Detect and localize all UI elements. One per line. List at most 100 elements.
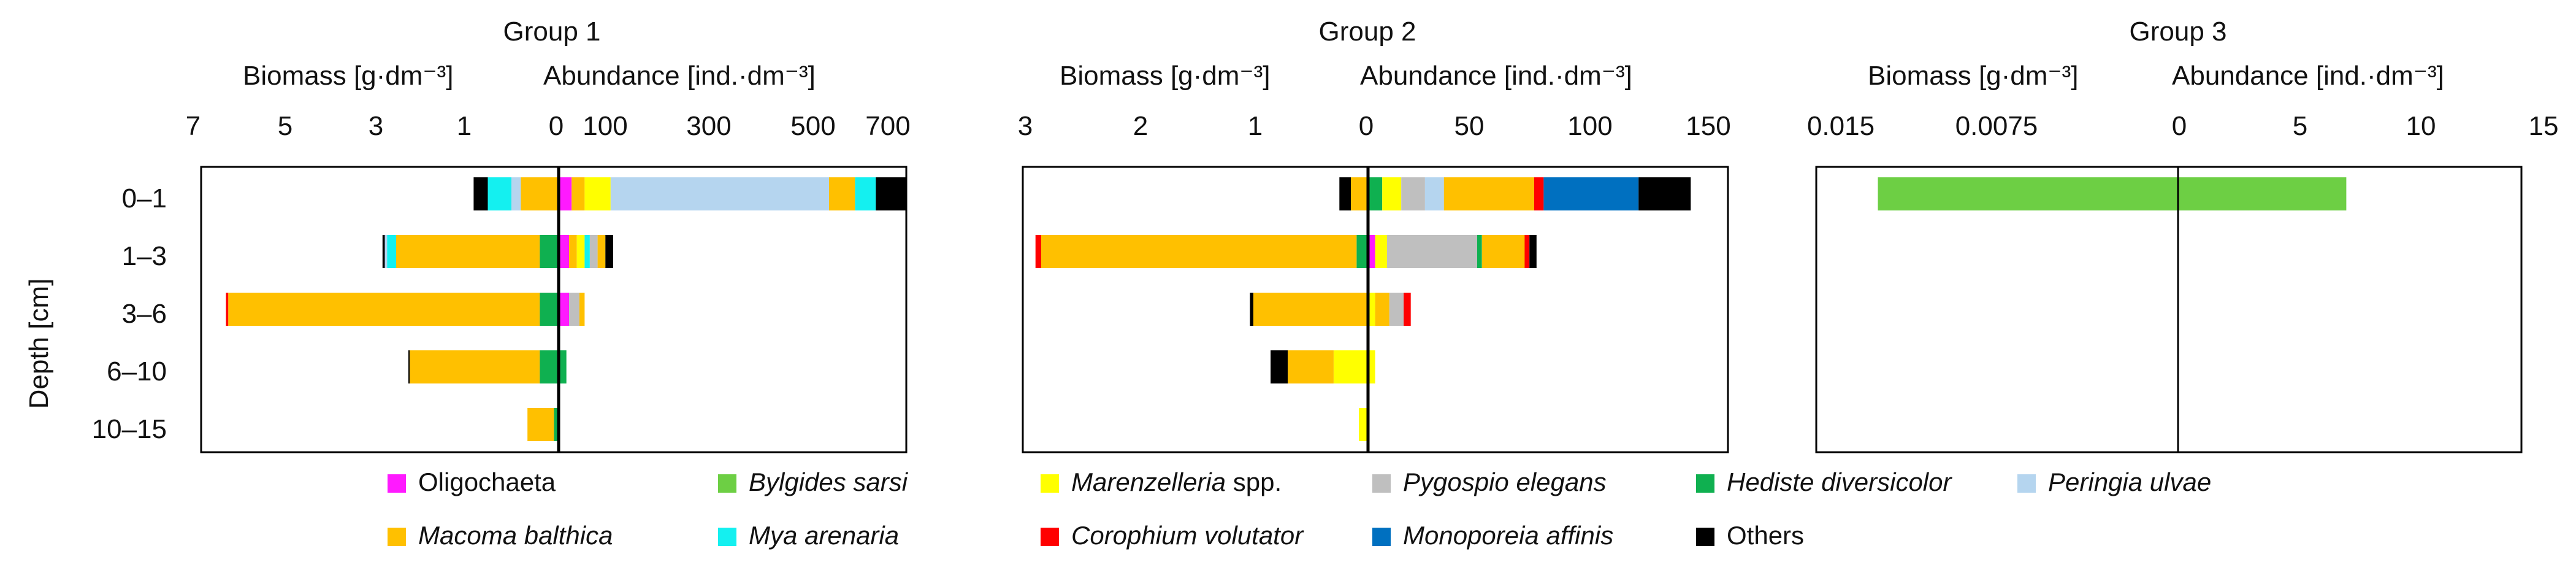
legend-item-monoporeia-affinis: Monoporeia affinis (1372, 521, 1613, 550)
abundance-axis-label: Abundance [ind.·dm⁻³] (1360, 61, 1632, 91)
legend-item-hediste-diversicolor: Hediste diversicolor (1696, 468, 1952, 496)
abundance-bar-segment-per: 0–1 Peringia ulvae 420 (610, 177, 829, 210)
abundance-bar-segment-olig: 3–6 Oligochaeta 20 (559, 293, 569, 326)
legend-swatch (718, 474, 736, 493)
abundance-bar-segment-pyg: 0–1 Pygospio elegans 10 (1401, 177, 1425, 210)
biomass-tick: 0 (2172, 111, 2187, 141)
abundance-bar-segment-mac: 1–3 Macoma balthica 18 (1481, 235, 1525, 268)
depth-tick: 3–6 (122, 299, 167, 329)
abundance-bar-segment-olig: 1–3 Oligochaeta 3 (1368, 235, 1375, 268)
abundance-bar-segment-mar: 3–6 Marenzelleria 3 (1368, 293, 1375, 326)
biomass-bar-segment-per: 0–1 Peringia ulvae 0.1 (511, 177, 521, 210)
biomass-bar-segment-mac: 1–3 Macoma balthica 2.75 (1041, 235, 1357, 268)
abundance-bar-segment-oth: 0–1 Others 60 (876, 177, 908, 210)
depth-tick: 1–3 (122, 241, 167, 271)
abundance-tick: 500 (790, 111, 835, 141)
biomass-bar-segment-mac: 1–3 Macoma balthica 2.3 (396, 235, 540, 268)
biomass-tick: 5 (278, 111, 292, 141)
legend-swatch (1696, 474, 1714, 493)
legend-label: Bylgides sarsi (749, 468, 909, 496)
abundance-bar-segment-hed: 6–10 Hediste diversicolor 15 (559, 350, 567, 383)
biomass-tick: 0 (1359, 111, 1374, 141)
abundance-axis-label: Abundance [ind.·dm⁻³] (2172, 61, 2444, 91)
biomass-bar-segment-mya: 0–1 Mya arenaria 0.25 (487, 177, 511, 210)
biomass-bar-segment-hed: 10–15 Hediste diversicolor 0.05 (554, 408, 559, 441)
legend-item-marenzelleria: Marenzelleria spp. (1041, 468, 1282, 496)
biomass-bar-segment-oth: 0–1 Others 0.15 (473, 177, 488, 210)
abundance-bar-segment-mac: 1–3 Macoma balthica 15 (569, 235, 577, 268)
biomass-bar-segment-oth: 6–10 Others 0.15 (1271, 350, 1288, 383)
abundance-bar-segment-pyg: 3–6 Pygospio elegans 20 (569, 293, 579, 326)
biomass-bar-segment-byl: 0–1 Bylgides sarsi 0.0123 (1878, 177, 2178, 210)
depth-axis-label: Depth [cm] (24, 279, 54, 409)
bars-group-3: 0–1 Bylgides sarsi 0.01230–1 Bylgides sa… (1878, 177, 2347, 210)
legend-item-peringia-ulvae: Peringia ulvae (2017, 468, 2211, 496)
biomass-tick: 7 (186, 111, 201, 141)
abundance-bar-segment-byl: 0–1 Bylgides sarsi 7 (2178, 177, 2347, 210)
legend-label: Peringia ulvae (2048, 468, 2211, 496)
plot-frame (1815, 166, 2523, 453)
biomass-tick: 0.015 (1807, 111, 1875, 141)
legend-item-pygospio-elegans: Pygospio elegans (1372, 468, 1607, 496)
legend-item-mya-arenaria: Mya arenaria (718, 521, 899, 550)
biomass-bar-segment-mac: 3–6 Macoma balthica 1 (1253, 293, 1368, 326)
abundance-bar-segment-mac: 3–6 Macoma balthica 10 (579, 293, 585, 326)
abundance-tick: 10 (2406, 111, 2436, 141)
abundance-bar-segment-mya: 0–1 Mya arenaria 40 (855, 177, 876, 210)
abundance-tick: 100 (583, 111, 627, 141)
biomass-bar-segment-cor: 3–6 Corophium volutator 0.05 (226, 293, 229, 326)
legend: Oligochaeta Bylgides sarsi Marenzelleria… (388, 468, 2211, 550)
abundance-bar-segment-mar: 0–1 Marenzelleria 50 (584, 177, 611, 210)
abundance-bar-segment-oth: 1–3 Others 15 (605, 235, 613, 268)
abundance-tick: 300 (686, 111, 731, 141)
depth-tick: 6–10 (107, 356, 167, 387)
panel-title: Group 1 (503, 17, 601, 47)
legend-label: Corophium volutator (1071, 521, 1304, 550)
abundance-tick: 15 (2529, 111, 2559, 141)
abundance-tick: 700 (865, 111, 910, 141)
biomass-bar-segment-mac: 0–1 Macoma balthica 0.4 (521, 177, 559, 210)
panel-group-1: Group 1 Biomass [g·dm⁻³] Abundance [ind.… (186, 17, 911, 453)
abundance-bar-segment-oth: 1–3 Others 3 (1529, 235, 1537, 268)
abundance-axis-label: Abundance [ind.·dm⁻³] (543, 61, 816, 91)
depth-tick: 10–15 (92, 414, 167, 444)
legend-label: Mya arenaria (749, 521, 899, 550)
biomass-bar-segment-per: 1–3 Peringia ulvae 0.05 (384, 235, 388, 268)
abundance-tick: 50 (1454, 111, 1485, 141)
legend-label: Macoma balthica (418, 521, 613, 550)
biomass-bar-segment-mar: 6–10 Marenzelleria 0.3 (1333, 350, 1368, 383)
legend-swatch (1041, 474, 1059, 493)
abundance-bar-segment-mya: 1–3 Mya arenaria 10 (584, 235, 590, 268)
abundance-bar-segment-mar: 1–3 Marenzelleria 5 (1375, 235, 1387, 268)
biomass-bar-segment-mac: 6–10 Macoma balthica 0.4 (1288, 350, 1334, 383)
bars-group-1: 0–1 Macoma balthica 0.40–1 Peringia ulva… (226, 177, 908, 441)
abundance-tick: 150 (1686, 111, 1730, 141)
biomass-bar-segment-mac: 10–15 Macoma balthica 0.28 (527, 408, 554, 441)
legend-item-others: Others (1696, 521, 1804, 550)
abundance-bar-segment-mac: 0–1 Macoma balthica 50 (829, 177, 855, 210)
abundance-bar-segment-hed: 1–3 Hediste diversicolor 2 (1477, 235, 1482, 268)
abundance-bar-segment-mar: 6–10 Marenzelleria 3 (1368, 350, 1375, 383)
abundance-bar-segment-mar: 1–3 Marenzelleria 15 (576, 235, 585, 268)
abundance-bar-segment-olig: 0–1 Oligochaeta 25 (559, 177, 572, 210)
legend-item-bylgides-sarsi: Bylgides sarsi (718, 468, 909, 496)
abundance-bar-segment-per: 0–1 Peringia ulvae 8 (1424, 177, 1444, 210)
biomass-tick: 0.0075 (1955, 111, 2038, 141)
abundance-bar-segment-hed: 0–1 Hediste diversicolor 6 (1368, 177, 1383, 210)
legend-label: Others (1727, 521, 1804, 550)
biomass-bar-segment-hed: 1–3 Hediste diversicolor 0.1 (1356, 235, 1368, 268)
abundance-bar-segment-mar: 0–1 Marenzelleria 8 (1382, 177, 1402, 210)
legend-label: Oligochaeta (418, 468, 556, 496)
biomass-tick: 1 (1248, 111, 1263, 141)
biomass-bar-segment-mar: 10–15 Marenzelleria 0.08 (1359, 408, 1368, 441)
legend-swatch (1696, 528, 1714, 546)
biomass-bar-segment-cor: 1–3 Corophium volutator 0.05 (1035, 235, 1041, 268)
abundance-bar-segment-mon: 0–1 Monoporeia affinis 40 (1543, 177, 1639, 210)
biomass-bar-segment-hed: 3–6 Hediste diversicolor 0.2 (540, 293, 559, 326)
legend-label: Marenzelleria spp. (1071, 468, 1282, 496)
biomass-bar-segment-mac: 0–1 Macoma balthica 0.15 (1350, 177, 1368, 210)
legend-label: Monoporeia affinis (1403, 521, 1613, 550)
legend-swatch (1041, 528, 1059, 546)
legend-item-oligochaeta: Oligochaeta (388, 468, 556, 496)
